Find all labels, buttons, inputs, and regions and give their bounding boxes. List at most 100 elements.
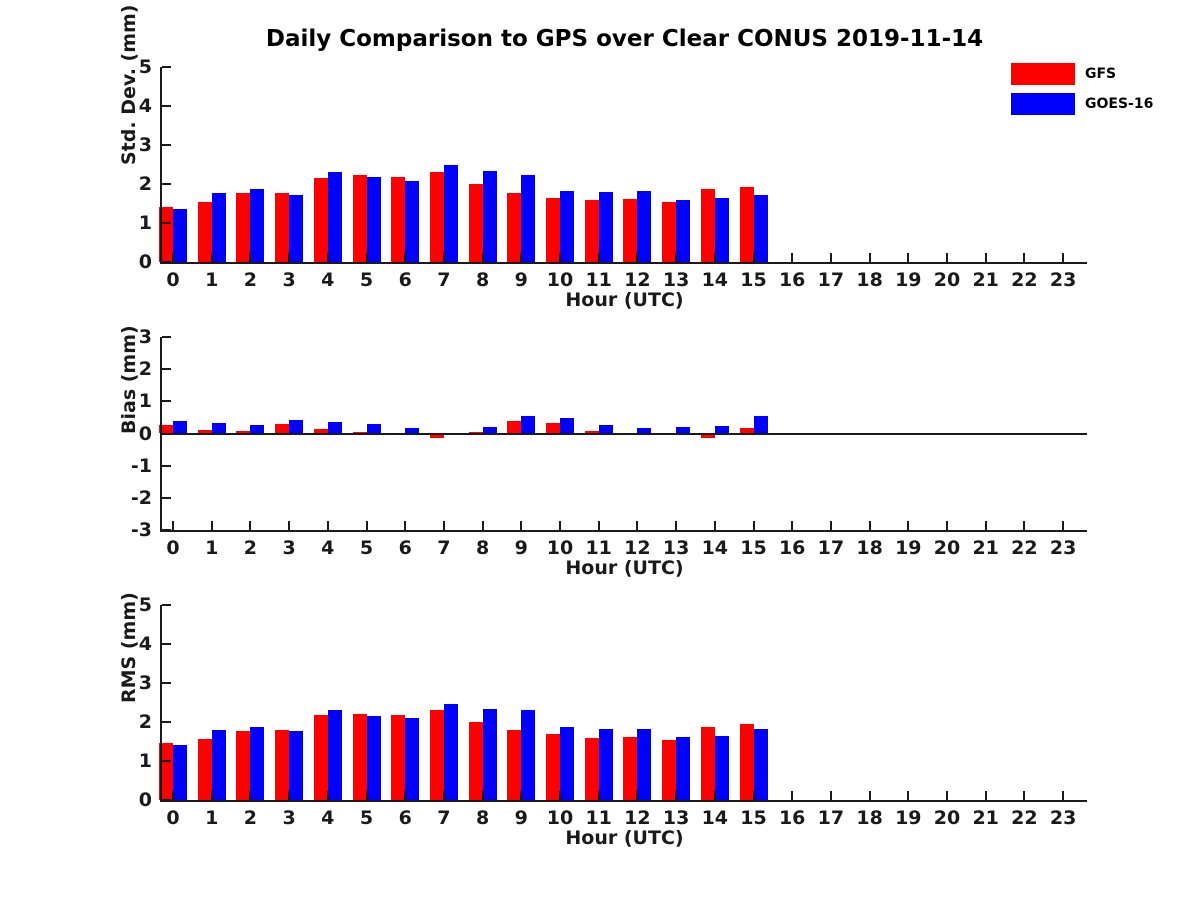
bias-panel-goes16-bar-hour-11 xyxy=(598,424,613,434)
std-dev-panel-x-tick xyxy=(597,253,600,262)
std-dev-panel-x-tick xyxy=(172,253,174,262)
bias-panel-x-tick-label: 15 xyxy=(740,537,767,559)
bias-panel-x-tick xyxy=(791,521,794,530)
rms-panel-goes16-bar-hour-12 xyxy=(637,729,652,800)
rms-panel-x-tick-label: 11 xyxy=(585,807,612,829)
bias-panel-goes16-bar-hour-9 xyxy=(521,416,536,434)
rms-panel-gfs-bar-hour-9 xyxy=(507,729,522,800)
rms-panel-x-tick xyxy=(365,791,368,800)
bias-panel-bottom-spine xyxy=(160,530,1087,532)
bias-panel-x-tick-label: 2 xyxy=(243,537,257,559)
rms-panel-goes16-bar-hour-3 xyxy=(289,730,304,800)
rms-panel-left-spine xyxy=(160,605,162,802)
std-dev-panel-y-tick-label: 3 xyxy=(138,134,152,156)
std-dev-panel-x-tick xyxy=(636,253,639,262)
std-dev-panel-x-tick xyxy=(288,253,291,262)
std-dev-panel-goes16-bar-hour-8 xyxy=(482,171,497,262)
bias-panel-gfs-bar-hour-7 xyxy=(429,433,444,438)
rms-panel-gfs-bar-hour-13 xyxy=(662,739,677,800)
std-dev-panel-x-tick-label: 13 xyxy=(662,269,690,291)
rms-panel-y-tick xyxy=(162,604,171,606)
chart-title: Daily Comparison to GPS over Clear CONUS… xyxy=(265,26,984,52)
std-dev-panel-gfs-bar-hour-0 xyxy=(159,207,173,262)
rms-panel-x-tick xyxy=(210,791,213,800)
rms-panel-x-tick xyxy=(752,791,755,800)
bias-panel-x-tick xyxy=(946,521,948,530)
bias-panel-x-tick xyxy=(210,521,213,530)
rms-panel-goes16-bar-hour-8 xyxy=(482,709,497,800)
rms-panel-gfs-bar-hour-3 xyxy=(275,729,290,800)
bias-panel-goes16-bar-hour-15 xyxy=(753,416,768,434)
std-dev-panel-x-tick xyxy=(791,253,794,262)
bias-panel-x-tick xyxy=(907,521,910,530)
rms-panel-x-tick-label: 15 xyxy=(740,807,767,829)
bias-panel-goes16-bar-hour-8 xyxy=(482,427,497,434)
rms-panel-x-tick xyxy=(249,791,252,800)
bias-panel-x-tick xyxy=(249,521,252,530)
rms-panel-x-tick-label: 21 xyxy=(972,807,999,829)
std-dev-panel-x-tick-label: 16 xyxy=(778,269,806,291)
rms-panel-x-tick-label: 3 xyxy=(282,807,296,829)
bias-panel-x-tick-label: 12 xyxy=(624,537,651,559)
bias-panel-x-tick-label: 9 xyxy=(514,537,528,559)
rms-panel-y-tick xyxy=(162,682,171,684)
bias-panel-x-tick xyxy=(404,521,407,530)
bias-panel-gfs-bar-hour-11 xyxy=(584,431,599,434)
rms-panel-x-tick-label: 9 xyxy=(514,807,528,829)
rms-panel-y-tick xyxy=(162,799,171,801)
std-dev-panel-y-tick-label: 1 xyxy=(138,212,152,234)
bias-panel-x-tick xyxy=(442,521,445,530)
bias-panel-x-tick xyxy=(636,521,639,530)
std-dev-panel-x-tick xyxy=(249,253,252,262)
rms-panel-x-tick xyxy=(868,791,871,800)
std-dev-panel-gfs-bar-hour-10 xyxy=(546,197,560,262)
std-dev-panel-x-tick-label: 5 xyxy=(359,269,374,291)
std-dev-panel-x-tick xyxy=(326,253,329,262)
bias-panel-gfs-bar-hour-14 xyxy=(700,433,715,438)
std-dev-panel-x-tick-label: 4 xyxy=(321,269,335,291)
bias-panel-x-tick xyxy=(752,521,755,530)
std-dev-panel-y-tick-label: 0 xyxy=(138,251,152,273)
bias-panel-goes16-bar-hour-5 xyxy=(366,424,381,434)
bias-panel-x-tick-label: 20 xyxy=(933,537,961,559)
std-dev-panel-x-tick-label: 19 xyxy=(895,269,922,291)
bias-panel-y-tick xyxy=(162,496,171,499)
std-dev-panel-x-tick xyxy=(210,253,213,262)
std-dev-panel-gfs-bar-hour-9 xyxy=(507,192,522,262)
std-dev-panel-goes16-bar-hour-1 xyxy=(211,192,226,262)
bias-panel-x-tick-label: 13 xyxy=(662,537,690,559)
bias-panel-goes16-bar-hour-6 xyxy=(405,428,420,434)
std-dev-panel-gfs-bar-hour-11 xyxy=(584,200,599,262)
bias-panel-x-tick-label: 4 xyxy=(321,537,335,559)
rms-panel-x-tick-label: 4 xyxy=(321,807,335,829)
bias-panel-x-tick xyxy=(559,521,561,530)
std-dev-panel-gfs-bar-hour-3 xyxy=(275,192,290,262)
std-dev-panel-y-tick xyxy=(162,105,171,107)
std-dev-panel-x-tick-label: 1 xyxy=(205,269,219,291)
rms-panel-x-tick-label: 14 xyxy=(701,807,729,829)
bias-panel-x-tick xyxy=(829,521,832,530)
rms-panel-gfs-bar-hour-5 xyxy=(352,713,367,800)
bias-panel-x-tick xyxy=(326,521,329,530)
bias-panel-y-tick-label: -3 xyxy=(130,519,152,541)
std-dev-panel-goes16-bar-hour-9 xyxy=(521,175,536,262)
rms-panel-y-tick xyxy=(162,760,171,762)
rms-panel-gfs-bar-hour-7 xyxy=(429,709,444,800)
bias-panel-x-tick xyxy=(675,521,678,530)
rms-panel-goes16-bar-hour-4 xyxy=(327,709,342,800)
std-dev-panel-goes16-bar-hour-13 xyxy=(676,199,691,262)
std-dev-panel-goes16-bar-hour-0 xyxy=(173,209,187,262)
rms-panel-x-tick xyxy=(1062,791,1065,800)
bias-panel-gfs-bar-hour-0 xyxy=(159,424,173,434)
rms-panel-x-tick xyxy=(713,791,716,800)
std-dev-panel-x-tick xyxy=(1062,253,1065,262)
bias-panel-y-tick-label: -1 xyxy=(130,454,152,477)
std-dev-panel-x-tick xyxy=(365,253,368,262)
bias-panel-x-tick-label: 14 xyxy=(701,537,729,559)
std-dev-panel-x-tick-label: 8 xyxy=(475,269,490,291)
rms-panel-x-tick xyxy=(481,791,484,800)
std-dev-panel-x-tick xyxy=(559,253,561,262)
rms-panel-x-tick xyxy=(636,791,639,800)
rms-panel-x-tick xyxy=(907,791,910,800)
rms-panel-x-tick-label: 8 xyxy=(475,807,490,829)
